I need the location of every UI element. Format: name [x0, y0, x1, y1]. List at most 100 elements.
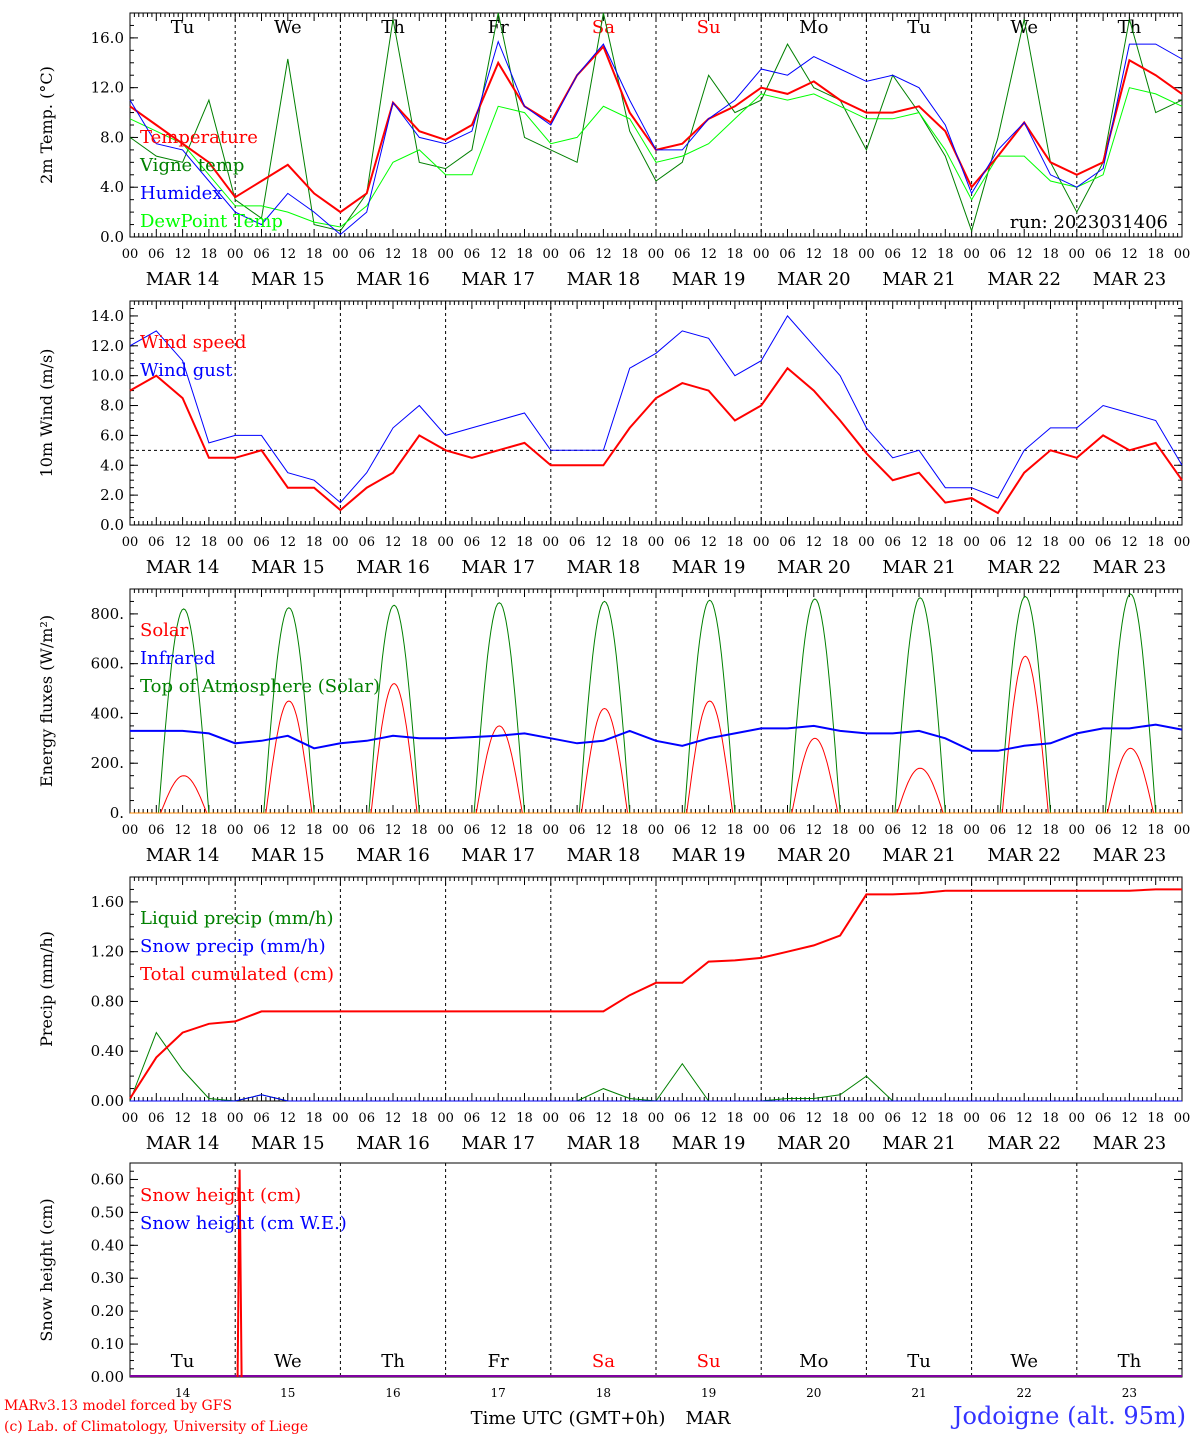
y-tick-label: 0.20: [91, 1302, 124, 1320]
hour-label: 06: [990, 1111, 1007, 1126]
day-number: 21: [911, 1386, 926, 1400]
y-tick-label: 800.: [91, 605, 124, 623]
hour-label: 18: [306, 247, 323, 262]
hour-label: 06: [884, 823, 901, 838]
hour-label: 00: [227, 1111, 244, 1126]
legend-wind-gust: Wind gust: [140, 360, 233, 381]
date-label: MAR 15: [251, 557, 325, 578]
y-tick-label: 0.: [110, 804, 124, 822]
hour-label: 12: [490, 535, 507, 550]
hour-label: 00: [858, 247, 875, 262]
hour-label: 12: [174, 535, 191, 550]
weekday-label: Sa: [592, 17, 615, 38]
date-label: MAR 23: [1093, 1133, 1167, 1154]
hour-label: 00: [227, 823, 244, 838]
hour-label: 06: [569, 823, 586, 838]
weekday-label: Fr: [488, 17, 509, 38]
legend-wind-speed: Wind speed: [140, 332, 246, 353]
y-axis-label: Energy fluxes (W/m²): [37, 615, 56, 787]
y-tick-label: 1.60: [91, 893, 124, 911]
day-number: 16: [385, 1386, 400, 1400]
date-label: MAR 19: [672, 269, 746, 290]
hour-label: 12: [280, 535, 297, 550]
hour-label: 18: [411, 535, 428, 550]
hour-label: 00: [332, 823, 349, 838]
date-label: MAR 16: [356, 269, 430, 290]
y-tick-label: 0.10: [91, 1335, 124, 1353]
hour-label: 12: [280, 823, 297, 838]
y-tick-label: 200.: [91, 754, 124, 772]
month-label: MAR: [686, 1408, 731, 1429]
hour-label: 12: [490, 247, 507, 262]
run-annotation: run: 2023031406: [1010, 212, 1168, 233]
hour-label: 00: [437, 1111, 454, 1126]
hour-label: 12: [700, 247, 717, 262]
series-solar: [160, 655, 1154, 814]
hour-label: 18: [411, 247, 428, 262]
date-label: MAR 19: [672, 845, 746, 866]
day-number: 22: [1017, 1386, 1032, 1400]
date-label: MAR 21: [882, 1133, 956, 1154]
hour-label: 06: [148, 1111, 165, 1126]
hour-label: 06: [779, 1111, 796, 1126]
date-label: MAR 20: [777, 1133, 851, 1154]
hour-label: 06: [253, 535, 270, 550]
y-tick-label: 1.20: [91, 943, 124, 961]
hour-label: 18: [937, 1111, 954, 1126]
hour-label: 12: [595, 535, 612, 550]
legend-humidex: Humidex: [140, 183, 222, 204]
hour-label: 18: [201, 1111, 218, 1126]
y-tick-label: 2.0: [100, 486, 124, 504]
date-label: MAR 15: [251, 1133, 325, 1154]
hour-label: 00: [227, 247, 244, 262]
hour-label: 12: [911, 535, 928, 550]
hour-label: 12: [385, 247, 402, 262]
hour-label: 18: [306, 1111, 323, 1126]
hour-label: 12: [700, 1111, 717, 1126]
hour-label: 18: [1042, 247, 1059, 262]
hour-label: 00: [122, 247, 139, 262]
hour-label: 06: [253, 1111, 270, 1126]
hour-label: 18: [621, 247, 638, 262]
date-label: MAR 21: [882, 557, 956, 578]
hour-label: 18: [1042, 535, 1059, 550]
hour-label: 06: [1095, 1111, 1112, 1126]
date-label: MAR 22: [987, 269, 1061, 290]
date-label: MAR 17: [461, 557, 535, 578]
hour-label: 00: [122, 823, 139, 838]
panel-precip: 0.00 0.40 0.80 1.20 1.60 Precip (mm/h) 00 06 12 1…: [37, 876, 1190, 1154]
y-tick-label: 14.0: [91, 307, 124, 325]
series-snow-precip-mm-h-: [130, 1094, 1182, 1102]
hour-label: 06: [990, 535, 1007, 550]
hour-label: 12: [1016, 535, 1033, 550]
series-snow-height: [236, 1169, 243, 1378]
hour-label: 18: [1147, 1111, 1164, 1126]
hour-label: 12: [700, 823, 717, 838]
hour-label: 06: [569, 535, 586, 550]
hour-label: 12: [174, 823, 191, 838]
hour-label: 00: [1069, 823, 1086, 838]
hour-label: 00: [963, 1111, 980, 1126]
date-label: MAR 16: [356, 845, 430, 866]
hour-label: 12: [385, 823, 402, 838]
hour-label: 12: [1016, 247, 1033, 262]
y-tick-label: 12.0: [91, 79, 124, 97]
hour-label: 00: [858, 1111, 875, 1126]
hour-label: 00: [1069, 1111, 1086, 1126]
hour-label: 12: [174, 1111, 191, 1126]
hour-label: 00: [1069, 535, 1086, 550]
hour-label: 12: [490, 823, 507, 838]
y-tick-label: 0.00: [91, 1092, 124, 1110]
series-wind-speed: [129, 366, 1183, 515]
hour-label: 06: [358, 823, 375, 838]
hour-label: 00: [332, 247, 349, 262]
day-number: 14: [175, 1386, 191, 1400]
y-tick-label: 4.0: [100, 178, 124, 196]
legend-temperature: Temperature: [140, 127, 258, 148]
hour-label: 00: [963, 535, 980, 550]
date-label: MAR 17: [461, 269, 535, 290]
hour-label: 18: [411, 823, 428, 838]
y-tick-label: 400.: [91, 704, 124, 722]
hour-label: 00: [332, 1111, 349, 1126]
